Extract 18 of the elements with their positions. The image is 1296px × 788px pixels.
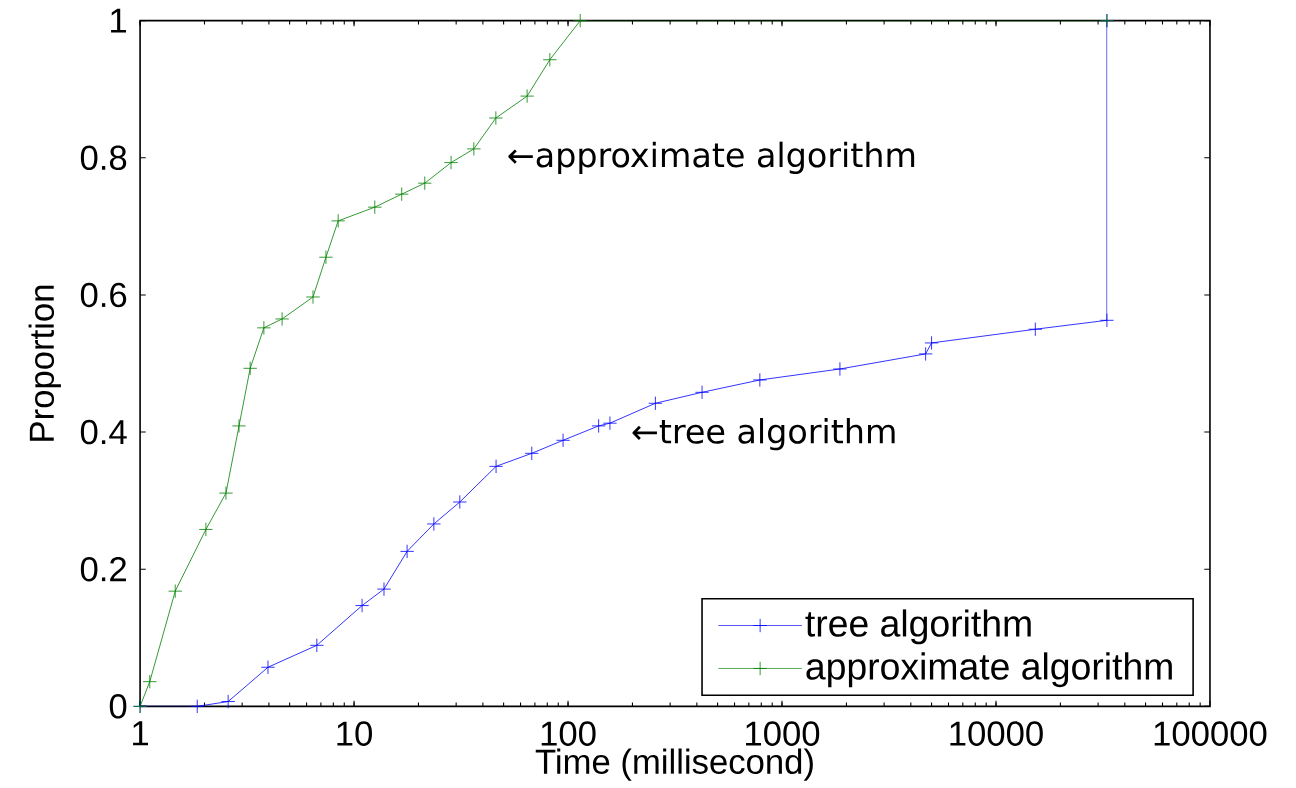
x-tick-label: 100000 xyxy=(1154,721,1267,747)
y-tick-label: 0 xyxy=(109,694,127,719)
x-tick-label: 10000 xyxy=(950,721,1043,747)
x-tick-label: 100 xyxy=(541,721,596,747)
legend-label: approximate algorithm xyxy=(806,652,1172,688)
y-tick-label: 0.2 xyxy=(80,557,126,582)
x-tick-label: 1000 xyxy=(746,721,820,747)
y-axis-title: Proportion xyxy=(28,285,61,441)
y-tick-label: 0.6 xyxy=(80,282,127,308)
x-axis-title: Time (millisecond) xyxy=(535,748,813,781)
x-tick-label: 1 xyxy=(133,721,149,746)
annotation: ←approximate algorithm xyxy=(508,141,915,175)
y-tick-label: 0.8 xyxy=(80,145,127,171)
x-tick-label: 10 xyxy=(337,721,372,747)
legend-label: tree algorithm xyxy=(805,609,1031,645)
y-tick-label: 0.4 xyxy=(80,419,127,445)
annotation: ←tree algorithm xyxy=(632,418,895,451)
y-tick-label: 1 xyxy=(111,8,127,33)
